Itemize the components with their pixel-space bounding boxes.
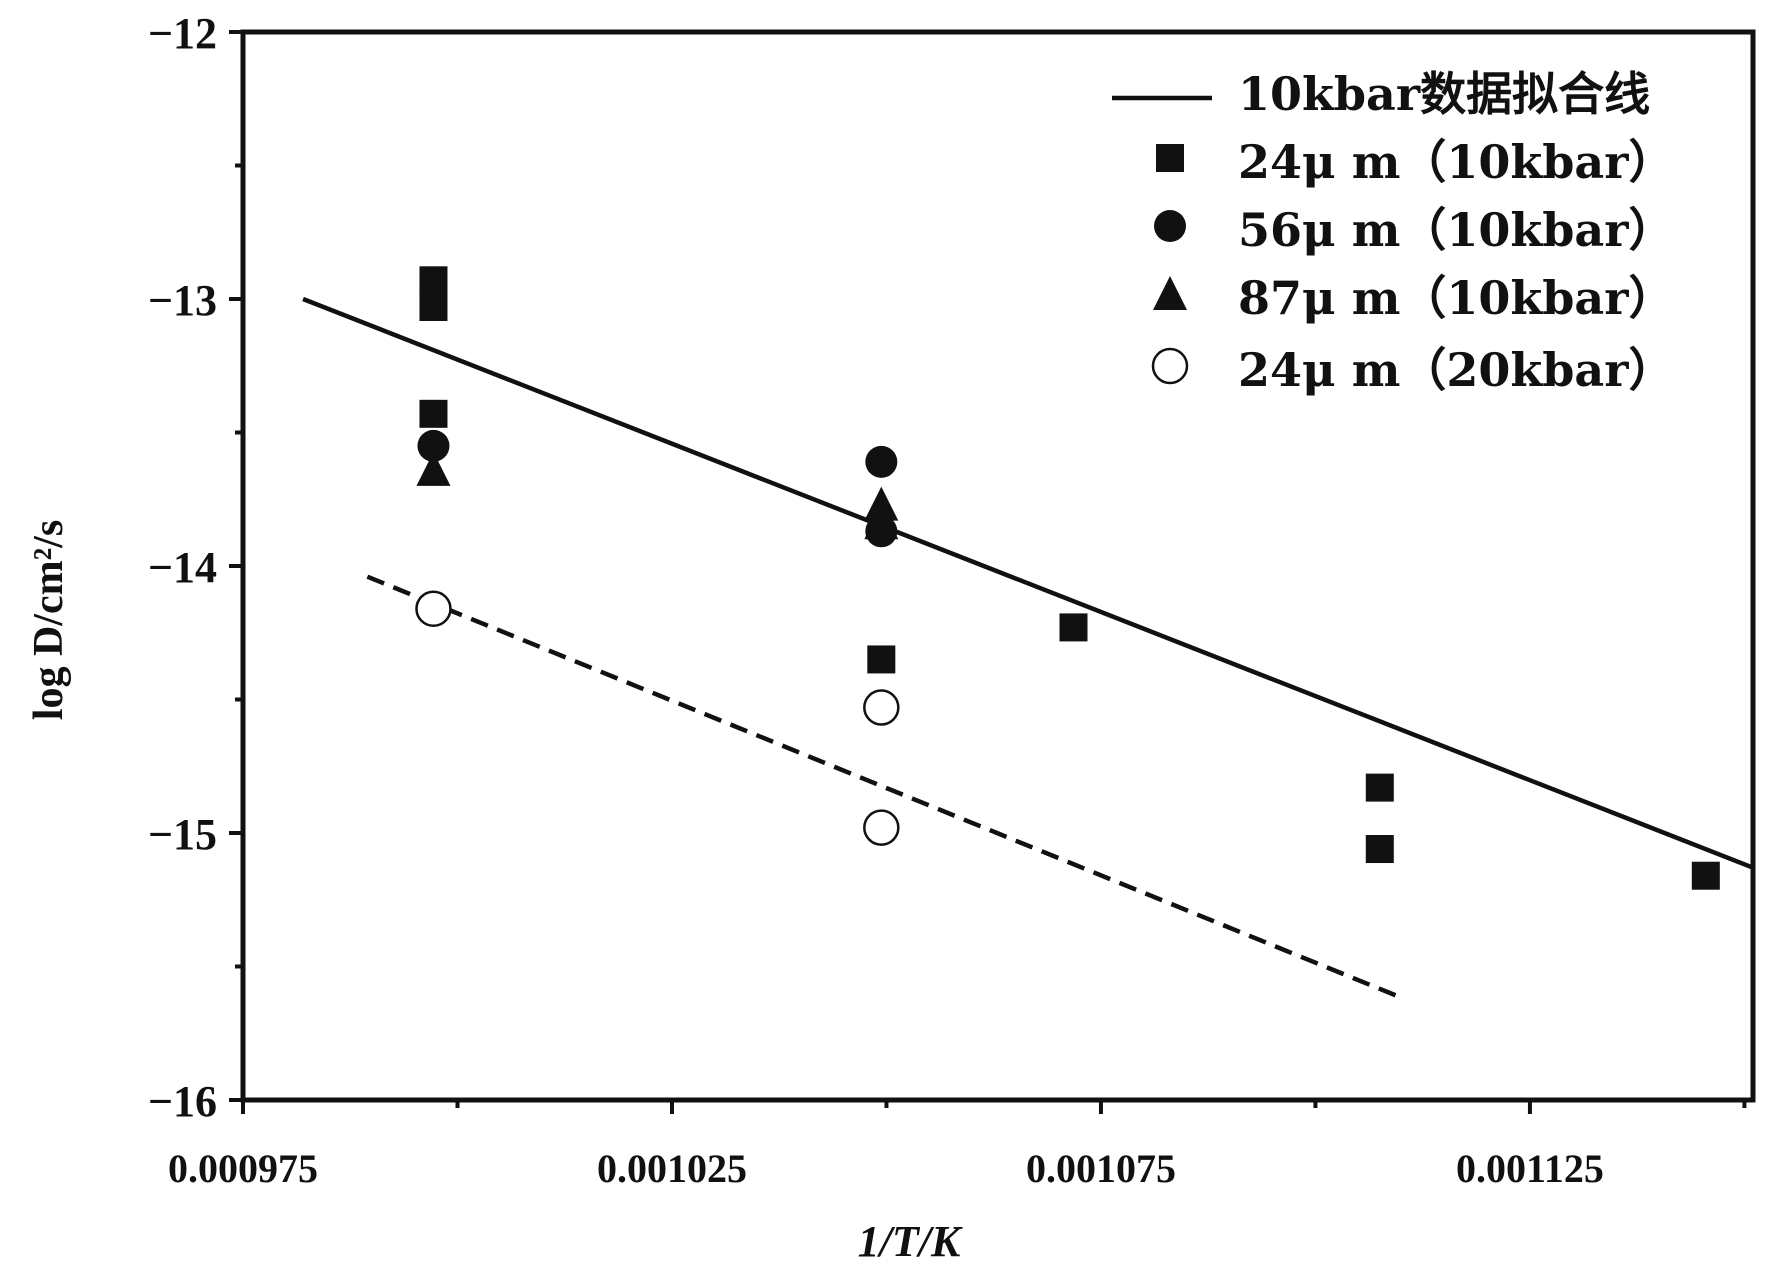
legend-label: 10kbar数据拟合线 — [1238, 67, 1650, 121]
legend-marker-square-filled — [1156, 144, 1184, 172]
legend-label: 56μ m（10kbar） — [1238, 203, 1674, 257]
y-axis-title: log D/cm²/s — [26, 520, 72, 720]
x-axis-title: 1/T/K — [858, 1217, 963, 1266]
data-point-circle-filled — [865, 445, 898, 478]
data-point-square-filled — [1691, 861, 1720, 890]
legend-marker-triangle-filled — [1153, 276, 1187, 310]
data-point-square-filled — [867, 645, 896, 674]
axes: −12 −13 −14 −15 −16 0.000975 0.001025 0.001075 0… — [148, 9, 1756, 1191]
data-point-square-filled — [1365, 835, 1394, 864]
data-point-square-filled — [419, 293, 448, 322]
plot-frame — [240, 29, 1756, 1103]
data-point-square-filled — [1365, 773, 1394, 802]
data-point-triangle-filled — [416, 451, 451, 486]
plot-data — [302, 266, 1754, 998]
data-point-circle-open — [863, 689, 900, 726]
y-tick-label: −15 — [148, 810, 217, 859]
data-point-circle-open — [863, 809, 900, 846]
fit-line-dashed — [366, 574, 1398, 998]
legend-marker-circle-filled — [1154, 210, 1186, 242]
y-tick-label: −13 — [148, 276, 217, 325]
legend-label: 24μ m（10kbar） — [1238, 135, 1674, 189]
legend: 10kbar数据拟合线 24μ m（10kbar） 56μ m（10kbar） 87μ… — [1112, 67, 1674, 397]
x-tick-label: 0.001125 — [1456, 1146, 1604, 1191]
data-point-square-filled — [419, 266, 448, 295]
y-tick-label: −12 — [148, 9, 217, 58]
legend-label: 87μ m（10kbar） — [1238, 271, 1674, 325]
data-point-circle-open — [415, 590, 452, 627]
x-tick-label: 0.001075 — [1026, 1146, 1176, 1191]
data-point-triangle-filled — [864, 505, 899, 540]
legend-marker-circle-open — [1151, 347, 1189, 385]
data-point-circle-filled — [417, 429, 450, 462]
y-tick-label: −16 — [148, 1077, 217, 1126]
x-tick-label: 0.000975 — [168, 1146, 318, 1191]
fit-line-solid — [302, 296, 1754, 870]
data-point-triangle-filled — [864, 486, 899, 521]
y-tick-label: −14 — [148, 543, 217, 592]
x-tick-label: 0.001025 — [597, 1146, 747, 1191]
data-point-square-filled — [419, 399, 448, 428]
data-point-square-filled — [1059, 613, 1088, 642]
legend-label: 24μ m（20kbar） — [1238, 343, 1674, 397]
